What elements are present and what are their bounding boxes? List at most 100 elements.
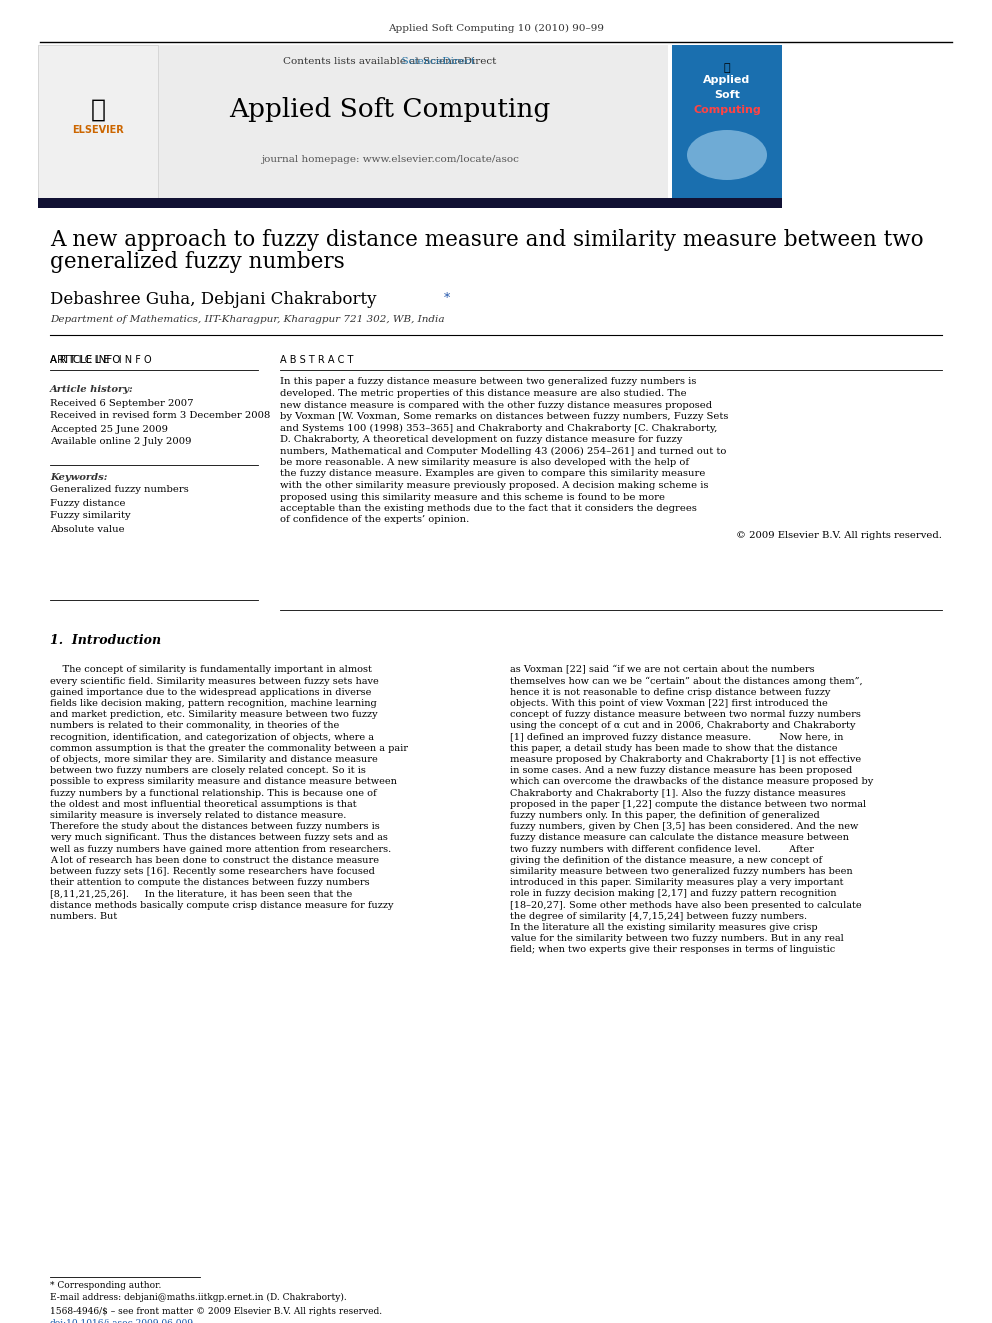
Text: as Voxman [22] said “if we are not certain about the numbers: as Voxman [22] said “if we are not certa…: [510, 665, 814, 675]
Text: * Corresponding author.: * Corresponding author.: [50, 1281, 162, 1290]
Text: measure proposed by Chakraborty and Chakraborty [1] is not effective: measure proposed by Chakraborty and Chak…: [510, 755, 861, 765]
Text: journal homepage: www.elsevier.com/locate/asoc: journal homepage: www.elsevier.com/locat…: [261, 156, 519, 164]
Text: Chakraborty and Chakraborty [1]. Also the fuzzy distance measures: Chakraborty and Chakraborty [1]. Also th…: [510, 789, 846, 798]
Text: common assumption is that the greater the commonality between a pair: common assumption is that the greater th…: [50, 744, 408, 753]
Text: Keywords:: Keywords:: [50, 474, 107, 483]
Text: [8,11,21,25,26].     In the literature, it has been seen that the: [8,11,21,25,26]. In the literature, it h…: [50, 889, 352, 898]
Text: ScienceDirect: ScienceDirect: [305, 57, 475, 66]
Text: new distance measure is compared with the other fuzzy distance measures proposed: new distance measure is compared with th…: [280, 401, 712, 410]
Text: Soft: Soft: [714, 90, 740, 101]
Text: recognition, identification, and categorization of objects, where a: recognition, identification, and categor…: [50, 733, 374, 742]
Bar: [672, 45, 782, 200]
Text: well as fuzzy numbers have gained more attention from researchers.: well as fuzzy numbers have gained more a…: [50, 844, 391, 853]
Text: similarity measure between two generalized fuzzy numbers has been: similarity measure between two generaliz…: [510, 867, 853, 876]
Text: The concept of similarity is fundamentally important in almost: The concept of similarity is fundamental…: [50, 665, 372, 675]
Text: Accepted 25 June 2009: Accepted 25 June 2009: [50, 425, 168, 434]
Text: concept of fuzzy distance measure between two normal fuzzy numbers: concept of fuzzy distance measure betwee…: [510, 710, 861, 720]
Text: numbers. But: numbers. But: [50, 912, 117, 921]
Bar: [38, 45, 668, 200]
Text: generalized fuzzy numbers: generalized fuzzy numbers: [50, 251, 345, 273]
Text: Received 6 September 2007: Received 6 September 2007: [50, 398, 193, 407]
Text: themselves how can we be “certain” about the distances among them”,: themselves how can we be “certain” about…: [510, 676, 863, 685]
Text: [1] defined an improved fuzzy distance measure.         Now here, in: [1] defined an improved fuzzy distance m…: [510, 733, 843, 742]
Text: A B S T R A C T: A B S T R A C T: [280, 355, 353, 365]
Text: numbers, Mathematical and Computer Modelling 43 (2006) 254–261] and turned out t: numbers, Mathematical and Computer Model…: [280, 446, 726, 455]
Text: doi:10.1016/j.asoc.2009.06.009: doi:10.1016/j.asoc.2009.06.009: [50, 1319, 194, 1323]
Text: Fuzzy similarity: Fuzzy similarity: [50, 512, 131, 520]
Text: this paper, a detail study has been made to show that the distance: this paper, a detail study has been made…: [510, 744, 837, 753]
Text: © 2009 Elsevier B.V. All rights reserved.: © 2009 Elsevier B.V. All rights reserved…: [736, 531, 942, 540]
Text: possible to express similarity measure and distance measure between: possible to express similarity measure a…: [50, 778, 397, 786]
Text: ARTICLE INFO: ARTICLE INFO: [50, 355, 120, 365]
Bar: [38, 198, 782, 208]
Text: with the other similarity measure previously proposed. A decision making scheme : with the other similarity measure previo…: [280, 482, 708, 490]
Text: using the concept of α cut and in 2006, Chakraborty and Chakraborty: using the concept of α cut and in 2006, …: [510, 721, 855, 730]
Text: by Voxman [W. Voxman, Some remarks on distances between fuzzy numbers, Fuzzy Set: by Voxman [W. Voxman, Some remarks on di…: [280, 411, 728, 421]
Text: Applied Soft Computing 10 (2010) 90–99: Applied Soft Computing 10 (2010) 90–99: [388, 24, 604, 33]
Text: fuzzy distance measure can calculate the distance measure between: fuzzy distance measure can calculate the…: [510, 833, 849, 843]
Text: Fuzzy distance: Fuzzy distance: [50, 499, 126, 508]
Text: Generalized fuzzy numbers: Generalized fuzzy numbers: [50, 486, 188, 495]
Text: fuzzy numbers, given by Chen [3,5] has been considered. And the new: fuzzy numbers, given by Chen [3,5] has b…: [510, 823, 858, 831]
Text: Article history:: Article history:: [50, 385, 134, 394]
Text: A R T I C L E   I N F O: A R T I C L E I N F O: [50, 355, 152, 365]
Text: which can overcome the drawbacks of the distance measure proposed by: which can overcome the drawbacks of the …: [510, 778, 873, 786]
Text: value for the similarity between two fuzzy numbers. But in any real: value for the similarity between two fuz…: [510, 934, 844, 943]
Text: D. Chakraborty, A theoretical development on fuzzy distance measure for fuzzy: D. Chakraborty, A theoretical developmen…: [280, 435, 682, 445]
Text: numbers is related to their commonality, in theories of the: numbers is related to their commonality,…: [50, 721, 339, 730]
Text: Received in revised form 3 December 2008: Received in revised form 3 December 2008: [50, 411, 271, 421]
Text: in some cases. And a new fuzzy distance measure has been proposed: in some cases. And a new fuzzy distance …: [510, 766, 852, 775]
Text: A new approach to fuzzy distance measure and similarity measure between two: A new approach to fuzzy distance measure…: [50, 229, 924, 251]
Text: role in fuzzy decision making [2,17] and fuzzy pattern recognition: role in fuzzy decision making [2,17] and…: [510, 889, 836, 898]
Text: E-mail address: debjani@maths.iitkgp.ernet.in (D. Chakraborty).: E-mail address: debjani@maths.iitkgp.ern…: [50, 1293, 347, 1302]
Text: Absolute value: Absolute value: [50, 524, 125, 533]
Text: very much significant. Thus the distances between fuzzy sets and as: very much significant. Thus the distance…: [50, 833, 388, 843]
Text: fields like decision making, pattern recognition, machine learning: fields like decision making, pattern rec…: [50, 699, 377, 708]
Ellipse shape: [687, 130, 767, 180]
Text: every scientific field. Similarity measures between fuzzy sets have: every scientific field. Similarity measu…: [50, 676, 379, 685]
Text: Therefore the study about the distances between fuzzy numbers is: Therefore the study about the distances …: [50, 823, 380, 831]
Text: fuzzy numbers by a functional relationship. This is because one of: fuzzy numbers by a functional relationsh…: [50, 789, 377, 798]
Bar: [38, 45, 158, 200]
Text: hence it is not reasonable to define crisp distance between fuzzy: hence it is not reasonable to define cri…: [510, 688, 830, 697]
Text: [18–20,27]. Some other methods have also been presented to calculate: [18–20,27]. Some other methods have also…: [510, 901, 862, 910]
Text: *: *: [440, 292, 450, 306]
Text: In this paper a fuzzy distance measure between two generalized fuzzy numbers is: In this paper a fuzzy distance measure b…: [280, 377, 696, 386]
Text: field; when two experts give their responses in terms of linguistic: field; when two experts give their respo…: [510, 946, 835, 954]
Text: between fuzzy sets [16]. Recently some researchers have focused: between fuzzy sets [16]. Recently some r…: [50, 867, 375, 876]
Text: In the literature all the existing similarity measures give crisp: In the literature all the existing simil…: [510, 923, 817, 933]
Text: Debashree Guha, Debjani Chakraborty: Debashree Guha, Debjani Chakraborty: [50, 291, 377, 308]
Text: distance methods basically compute crisp distance measure for fuzzy: distance methods basically compute crisp…: [50, 901, 394, 910]
Text: similarity measure is inversely related to distance measure.: similarity measure is inversely related …: [50, 811, 346, 820]
Text: their attention to compute the distances between fuzzy numbers: their attention to compute the distances…: [50, 878, 370, 888]
Text: ELSEVIER: ELSEVIER: [72, 124, 124, 135]
Text: the fuzzy distance measure. Examples are given to compare this similarity measur: the fuzzy distance measure. Examples are…: [280, 470, 705, 479]
Text: 1.  Introduction: 1. Introduction: [50, 634, 161, 647]
Text: introduced in this paper. Similarity measures play a very important: introduced in this paper. Similarity mea…: [510, 878, 843, 888]
Text: Applied: Applied: [703, 75, 751, 85]
Text: developed. The metric properties of this distance measure are also studied. The: developed. The metric properties of this…: [280, 389, 686, 398]
Text: be more reasonable. A new similarity measure is also developed with the help of: be more reasonable. A new similarity mea…: [280, 458, 689, 467]
Text: of objects, more similar they are. Similarity and distance measure: of objects, more similar they are. Simil…: [50, 755, 378, 765]
Text: fuzzy numbers only. In this paper, the definition of generalized: fuzzy numbers only. In this paper, the d…: [510, 811, 819, 820]
Text: giving the definition of the distance measure, a new concept of: giving the definition of the distance me…: [510, 856, 822, 865]
Text: between two fuzzy numbers are closely related concept. So it is: between two fuzzy numbers are closely re…: [50, 766, 366, 775]
Text: Available online 2 July 2009: Available online 2 July 2009: [50, 438, 191, 446]
Text: Contents lists available at ScienceDirect: Contents lists available at ScienceDirec…: [284, 57, 497, 66]
Text: of confidence of the experts’ opinion.: of confidence of the experts’ opinion.: [280, 516, 469, 524]
Text: 🌳: 🌳: [90, 98, 105, 122]
Text: Applied Soft Computing: Applied Soft Computing: [229, 98, 551, 123]
Text: objects. With this point of view Voxman [22] first introduced the: objects. With this point of view Voxman …: [510, 699, 827, 708]
Text: proposed using this similarity measure and this scheme is found to be more: proposed using this similarity measure a…: [280, 492, 665, 501]
Text: Computing: Computing: [693, 105, 761, 115]
Text: the degree of similarity [4,7,15,24] between fuzzy numbers.: the degree of similarity [4,7,15,24] bet…: [510, 912, 807, 921]
Text: acceptable than the existing methods due to the fact that it considers the degre: acceptable than the existing methods due…: [280, 504, 696, 513]
Text: two fuzzy numbers with different confidence level.         After: two fuzzy numbers with different confide…: [510, 844, 814, 853]
Text: Department of Mathematics, IIT-Kharagpur, Kharagpur 721 302, WB, India: Department of Mathematics, IIT-Kharagpur…: [50, 315, 444, 324]
Text: gained importance due to the widespread applications in diverse: gained importance due to the widespread …: [50, 688, 371, 697]
Text: the oldest and most influential theoretical assumptions is that: the oldest and most influential theoreti…: [50, 800, 357, 808]
Text: 1568-4946/$ – see front matter © 2009 Elsevier B.V. All rights reserved.: 1568-4946/$ – see front matter © 2009 El…: [50, 1307, 382, 1315]
Text: A lot of research has been done to construct the distance measure: A lot of research has been done to const…: [50, 856, 379, 865]
Text: proposed in the paper [1,22] compute the distance between two normal: proposed in the paper [1,22] compute the…: [510, 800, 866, 808]
Text: and market prediction, etc. Similarity measure between two fuzzy: and market prediction, etc. Similarity m…: [50, 710, 378, 720]
